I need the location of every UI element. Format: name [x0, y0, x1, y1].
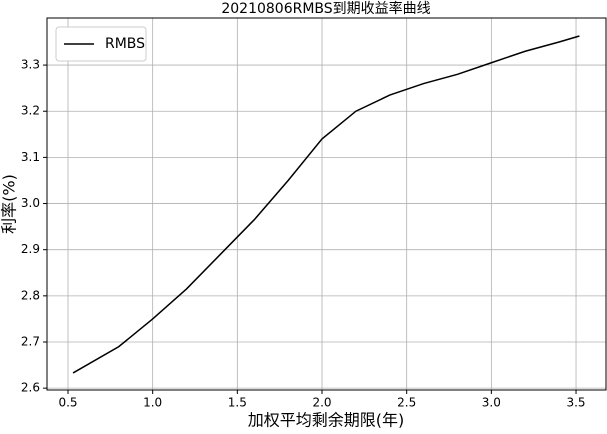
- y-tick-label: 3.3: [21, 58, 40, 72]
- x-tick-label: 2.5: [397, 396, 416, 410]
- y-tick-label: 2.8: [21, 288, 40, 302]
- x-tick-label: 3.0: [482, 396, 501, 410]
- y-tick-label: 3.1: [21, 150, 40, 164]
- y-tick-label: 3.0: [21, 196, 40, 210]
- chart-title: 20210806RMBS到期收益率曲线: [221, 0, 430, 17]
- y-tick-label: 2.9: [21, 242, 40, 256]
- x-tick-label: 3.5: [566, 396, 585, 410]
- y-tick-label: 2.7: [21, 335, 40, 349]
- y-tick-label: 2.6: [21, 381, 40, 395]
- legend-box: [55, 26, 147, 62]
- data-line: [72, 35, 580, 374]
- x-tick-label: 2.0: [312, 396, 331, 410]
- x-tick-label: 1.0: [143, 396, 162, 410]
- y-axis-label: 利率(%): [0, 174, 19, 234]
- x-tick-label: 0.5: [58, 396, 77, 410]
- x-tick-label: 1.5: [228, 396, 247, 410]
- plot-frame: [46, 17, 607, 391]
- x-axis-label: 加权平均剩余期限(年): [248, 411, 405, 430]
- legend-label: RMBS: [105, 36, 145, 52]
- y-tick-label: 3.2: [21, 104, 40, 118]
